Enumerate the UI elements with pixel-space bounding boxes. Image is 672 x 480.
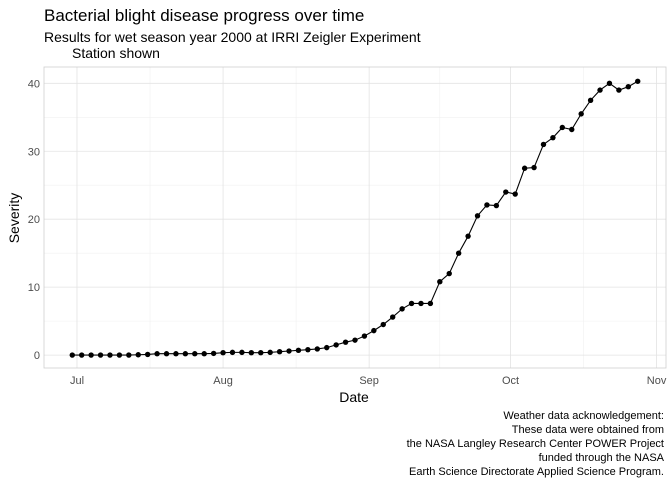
data-point <box>550 134 556 141</box>
data-point <box>342 339 349 345</box>
plot-area: 0 10 20 30 40 Jul Aug Sep Oct Nov <box>28 66 667 387</box>
x-tick-label: Sep <box>359 375 379 387</box>
y-tick-label: 10 <box>28 282 40 294</box>
caption-line-4: funded through the NASA <box>539 452 665 464</box>
data-point <box>126 352 132 358</box>
data-point <box>258 350 264 356</box>
caption-line-2: These data were obtained from <box>512 424 664 436</box>
data-point <box>267 349 273 356</box>
data-point <box>503 189 509 195</box>
y-tick-label: 40 <box>28 78 40 90</box>
data-point <box>606 80 613 87</box>
data-point <box>418 300 424 307</box>
data-point <box>201 351 207 357</box>
data-point <box>625 84 632 90</box>
data-point <box>154 351 160 357</box>
data-point <box>173 351 179 357</box>
caption-line-3: the NASA Langley Research Center POWER P… <box>407 438 664 450</box>
data-point <box>531 164 537 171</box>
data-point <box>474 213 481 219</box>
data-point <box>408 300 415 307</box>
data-point <box>210 350 217 357</box>
data-point <box>163 351 170 357</box>
data-point <box>371 327 377 334</box>
data-point <box>587 97 594 103</box>
data-point <box>427 300 434 307</box>
data-point <box>635 78 641 84</box>
x-tick-label: Nov <box>647 375 667 387</box>
data-point <box>97 352 104 358</box>
data-point <box>559 124 566 131</box>
data-point <box>597 87 603 93</box>
data-point <box>276 348 283 355</box>
data-point <box>333 342 339 348</box>
x-tick-label: Jul <box>70 375 84 387</box>
data-point <box>437 279 443 285</box>
data-point <box>107 352 113 358</box>
data-point <box>88 352 94 358</box>
y-tick-label: 20 <box>28 214 40 226</box>
data-point <box>324 344 330 351</box>
data-point <box>305 346 311 353</box>
data-point <box>484 202 490 208</box>
data-point <box>239 349 245 356</box>
data-point <box>361 333 368 339</box>
chart-subtitle-line-1: Results for wet season year 2000 at IRRI… <box>44 29 421 45</box>
data-point <box>182 351 189 357</box>
y-axis-title: Severity <box>6 193 22 244</box>
data-point <box>512 191 518 197</box>
data-point <box>78 352 85 358</box>
data-point <box>446 270 452 277</box>
data-point <box>399 306 405 312</box>
data-point <box>569 126 575 133</box>
x-tick-label: Oct <box>502 375 519 387</box>
data-point <box>295 347 302 354</box>
data-point <box>144 351 151 358</box>
severity-line <box>72 80 639 356</box>
data-point <box>352 337 358 343</box>
x-tick-label: Aug <box>213 375 233 387</box>
data-point <box>229 349 236 356</box>
data-point <box>465 233 471 239</box>
panel-border <box>43 66 667 369</box>
y-tick-label: 30 <box>28 146 40 158</box>
data-point <box>616 87 622 93</box>
data-point <box>248 350 255 356</box>
data-point <box>116 352 123 358</box>
chart-subtitle-line-2: Station shown <box>72 45 160 61</box>
data-point <box>521 165 528 171</box>
data-point <box>389 314 396 320</box>
data-point <box>220 350 226 356</box>
data-point <box>493 202 500 209</box>
caption-line-1: Weather data acknowledgement: <box>503 410 664 422</box>
data-point <box>578 111 584 117</box>
data-point <box>135 352 141 358</box>
y-tick-label: 0 <box>34 350 40 362</box>
data-point <box>314 346 321 352</box>
chart-title: Bacterial blight disease progress over t… <box>44 6 364 25</box>
data-point <box>69 352 75 358</box>
data-point <box>380 321 386 328</box>
data-point <box>192 351 198 357</box>
caption-line-5: Earth Science Directorate Applied Scienc… <box>409 466 664 478</box>
x-axis-title: Date <box>339 389 369 405</box>
data-point <box>286 348 292 354</box>
data-point <box>540 141 547 148</box>
data-point <box>455 250 462 256</box>
